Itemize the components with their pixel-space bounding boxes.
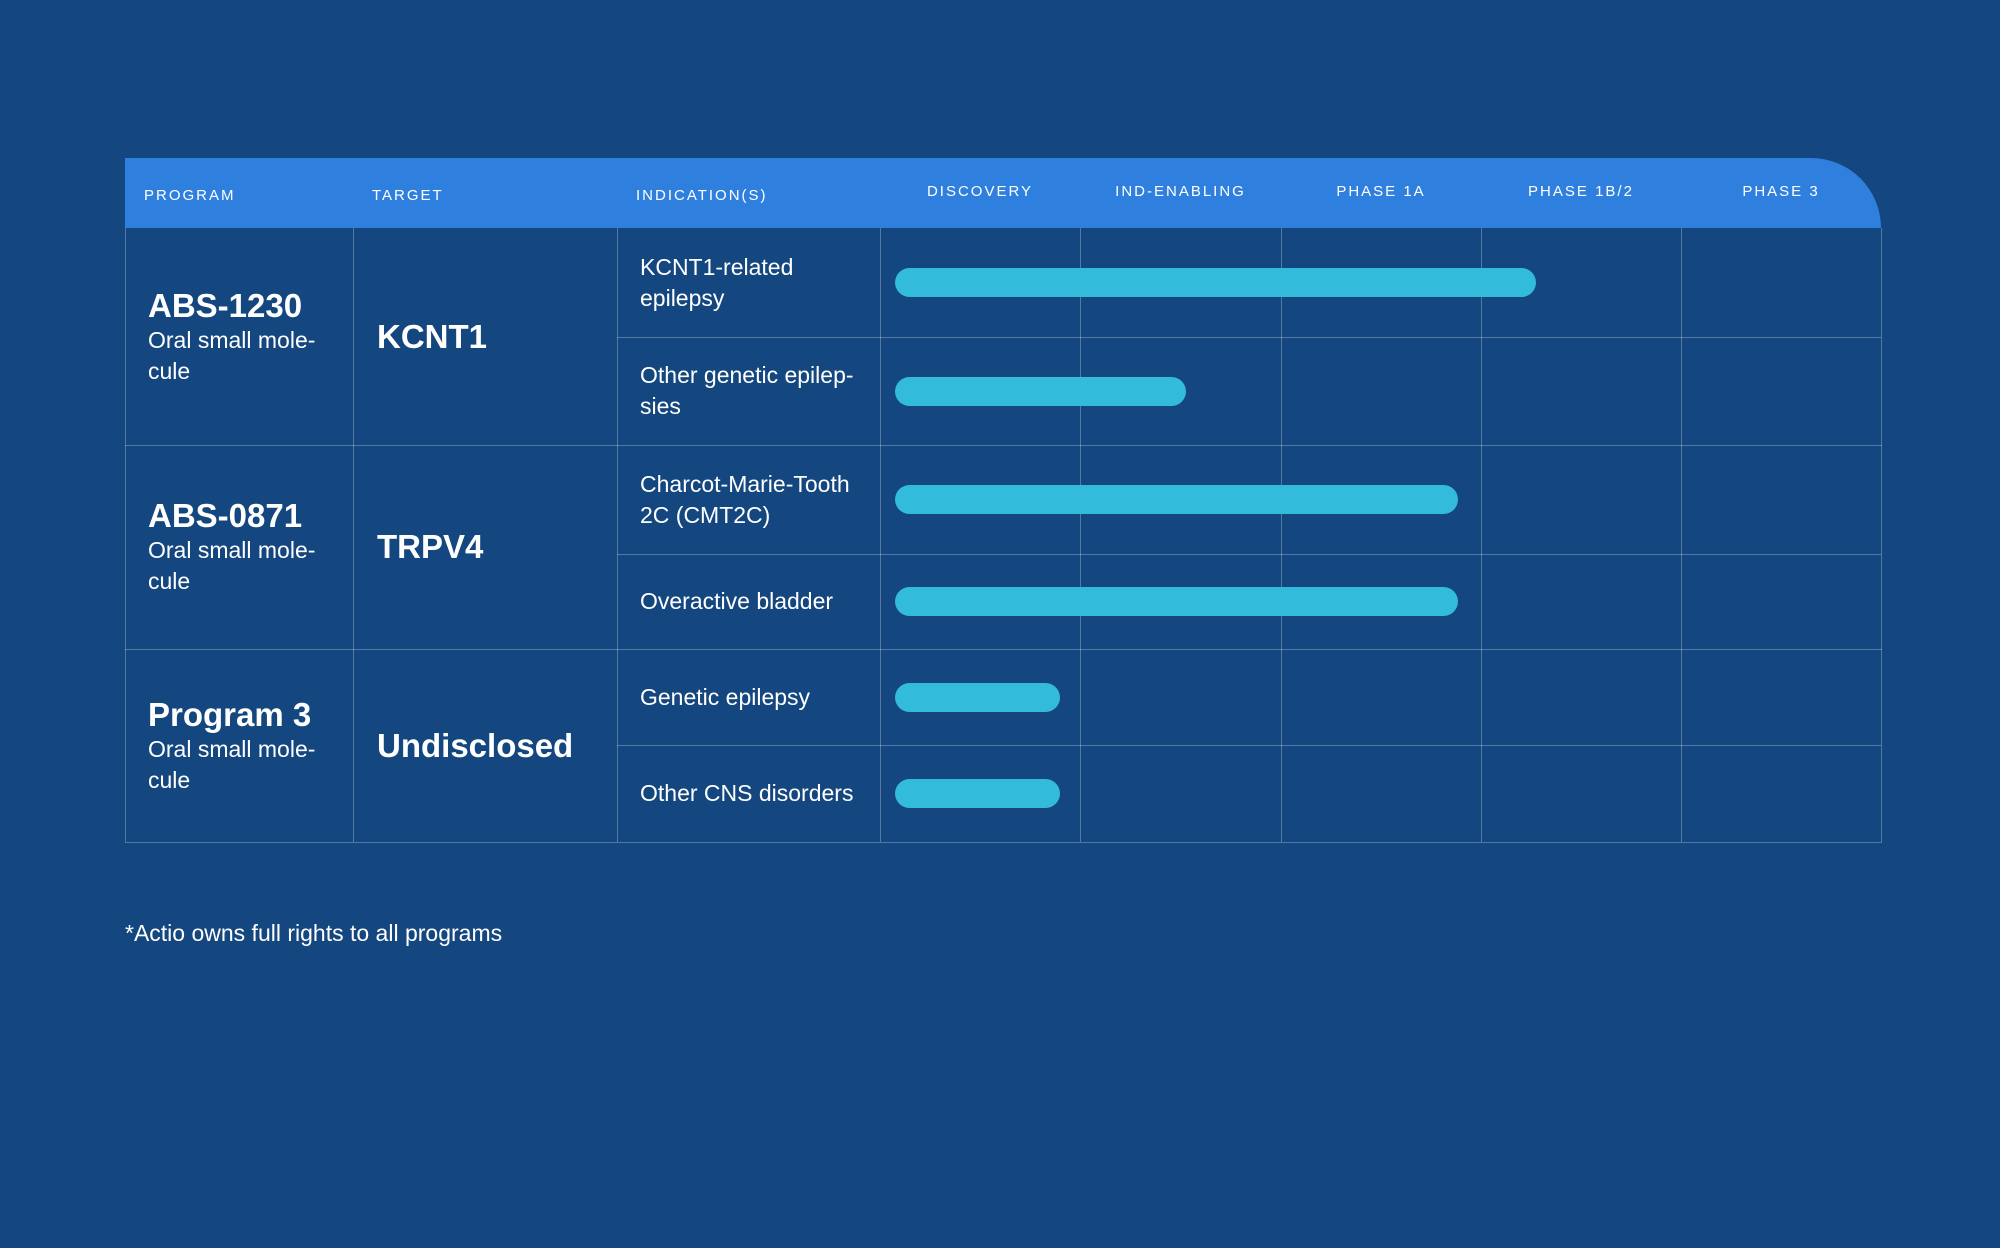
progress-bar xyxy=(895,587,1459,616)
progress-bar xyxy=(895,376,1187,406)
program-name: ABS-0871 xyxy=(148,497,303,534)
progress-bar xyxy=(895,779,1061,808)
column-header: PHASE 1A xyxy=(1336,182,1426,200)
row-divider xyxy=(617,337,1881,338)
target: TRPV4 xyxy=(377,528,484,565)
target: KCNT1 xyxy=(377,317,488,355)
column-divider xyxy=(617,228,618,842)
row-divider xyxy=(617,554,1881,555)
progress-bar xyxy=(895,682,1061,712)
phase-divider xyxy=(1481,228,1482,842)
program-cell: Program 3 Oral small mole-cule xyxy=(148,649,338,842)
indication: Other CNS disorders xyxy=(640,780,854,806)
column-header: INDICATION(S) xyxy=(636,186,768,204)
column-header: PHASE 1B/2 xyxy=(1528,182,1634,200)
target: Undisclosed xyxy=(377,726,574,764)
footnote: *Actio owns full rights to all programs xyxy=(125,920,503,946)
phase-divider xyxy=(1681,228,1682,842)
program-modality: Oral small mole-cule xyxy=(148,326,316,384)
column-divider xyxy=(353,228,354,842)
program-name: ABS-1230 xyxy=(148,286,303,324)
program-modality: Oral small mole-cule xyxy=(148,735,316,793)
indication: Overactive bladder xyxy=(640,588,834,614)
indication: Other genetic epilep-sies xyxy=(640,362,854,419)
program-cell: ABS-0871 Oral small mole-cule xyxy=(148,445,338,649)
table-header xyxy=(125,158,1881,228)
column-header: IND-ENABLING xyxy=(1115,182,1246,200)
border-line xyxy=(125,228,126,842)
program-modality: Oral small mole-cule xyxy=(148,537,316,594)
program-cell: ABS-1230 Oral small mole-cule xyxy=(148,228,338,445)
phase-divider xyxy=(1080,228,1081,842)
progress-bar xyxy=(895,485,1459,514)
indication: KCNT1-related epilepsy xyxy=(640,253,794,311)
group-divider xyxy=(125,445,1882,446)
phase-divider xyxy=(1281,228,1282,842)
border-line xyxy=(1881,228,1882,842)
indication: Charcot-Marie-Tooth 2C (CMT2C) xyxy=(640,470,850,528)
group-divider xyxy=(125,649,1882,650)
row-divider xyxy=(617,745,1881,746)
column-header: TARGET xyxy=(372,186,444,204)
column-divider xyxy=(880,228,881,842)
column-header: PHASE 3 xyxy=(1742,182,1820,200)
program-name: Program 3 xyxy=(148,695,312,733)
group-divider xyxy=(125,842,1882,843)
column-header: DISCOVERY xyxy=(926,182,1034,200)
progress-bar xyxy=(895,268,1537,297)
column-header: PROGRAM xyxy=(144,186,236,204)
indication: Genetic epilepsy xyxy=(640,683,811,710)
